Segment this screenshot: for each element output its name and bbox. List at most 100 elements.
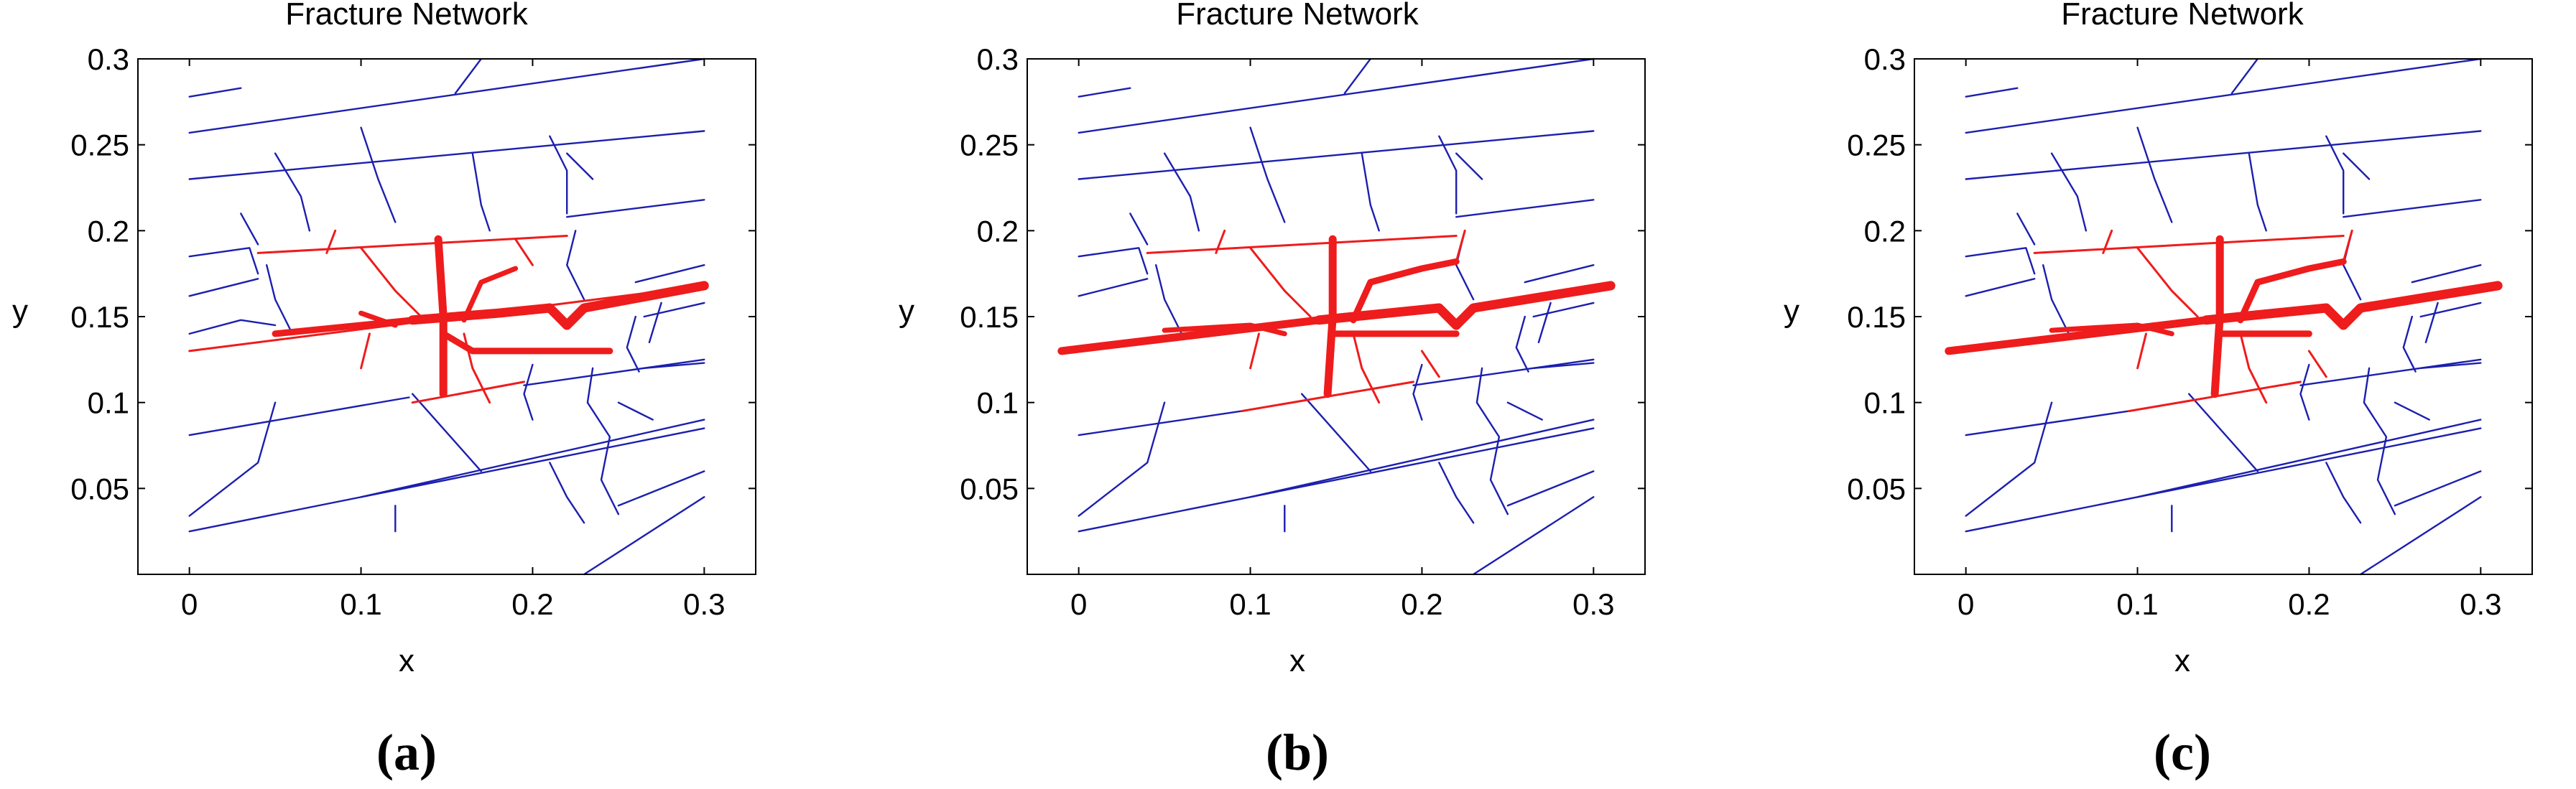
flow-fracture-line [1314, 281, 1616, 330]
fracture-line [566, 152, 594, 180]
fracture-line [454, 57, 482, 95]
fracture-line [1475, 367, 1509, 515]
x-tick-label: 0.1 [2116, 587, 2158, 621]
fracture-line [634, 264, 705, 284]
fracture-line [523, 358, 705, 386]
plot-area: 0 0.1 0.2 0.3 0.05 0.1 0.15 0.2 0.25 0.3 [960, 42, 1646, 621]
flow-fracture-line [2201, 281, 2503, 330]
fracture-line [2359, 496, 2482, 576]
fracture-line [2363, 367, 2396, 515]
x-tick-label: 0.3 [683, 587, 725, 621]
fracture-line [1343, 57, 1372, 95]
fracture-line [266, 264, 294, 335]
caption-letter: b [1283, 724, 1312, 781]
fracture-line [1455, 199, 1595, 218]
flow-fracture-line [358, 310, 398, 328]
y-axis-label: y [1784, 294, 1799, 329]
x-tick-label: 0 [1070, 587, 1087, 621]
fracture-line [2050, 152, 2088, 232]
x-tick-label: 0.2 [511, 587, 553, 621]
flow-fracture-line [2102, 229, 2113, 254]
fracture-line [1537, 302, 1552, 344]
flow-fracture-line [360, 246, 422, 318]
fracture-line [360, 126, 397, 223]
fracture-line [188, 427, 705, 533]
y-tick-label: 0.3 [88, 42, 129, 76]
fracture-line [240, 213, 259, 246]
fracture-line [1506, 470, 1595, 507]
fracture-line [2424, 302, 2439, 344]
x-axis-label: x [1289, 643, 1305, 678]
x-tick-label: 0.2 [1401, 587, 1442, 621]
fracture-line [566, 199, 705, 218]
fracture-line [360, 419, 705, 498]
y-tick-label: 0.25 [70, 129, 129, 162]
y-axis-label: y [12, 294, 28, 329]
flow-fracture-line [1249, 246, 1312, 318]
flow-fracture-line [2239, 332, 2268, 404]
y-tick-label: 0.2 [977, 214, 1019, 248]
fracture-line [188, 278, 259, 297]
flow-fracture-line [2136, 246, 2199, 318]
fracture-line [1506, 401, 1543, 421]
fracture-line [617, 401, 654, 421]
fracture-line [2419, 302, 2482, 318]
fracture-line [2230, 57, 2259, 95]
fracture-line [1078, 87, 1131, 98]
flow-fracture-line [2033, 235, 2345, 254]
flow-fracture-line [514, 238, 534, 266]
fracture-line [2325, 135, 2345, 215]
fracture-line [523, 363, 534, 421]
flow-fracture-line [1215, 229, 1226, 254]
fracture-line [1300, 393, 1372, 472]
fracture-line [188, 87, 242, 98]
fracture-line [1078, 410, 1243, 436]
chart-title: Fracture Network [285, 0, 528, 32]
fracture-line [648, 302, 662, 344]
fracture-line [1532, 302, 1595, 318]
y-tick-label: 0.3 [1864, 42, 1906, 76]
fracture-line [188, 396, 410, 436]
fracture-line [1249, 126, 1286, 223]
fracture-line [1438, 135, 1458, 215]
fracture-line [643, 302, 705, 318]
fracture-line [188, 401, 277, 517]
y-tick-label: 0.15 [960, 300, 1019, 334]
x-axis-label: x [2174, 643, 2190, 678]
y-tick-label: 0.3 [977, 42, 1019, 76]
fracture-line [1965, 57, 2482, 134]
fracture-line [1129, 213, 1149, 246]
fracture-line [1524, 264, 1595, 284]
panel-c: Fracture Network 0 0.1 0.2 0.3 0.05 0.1 0.15 0.… [1784, 0, 2533, 781]
y-tick-label: 0.15 [70, 300, 129, 334]
caption-close-paren: ) [1312, 724, 1329, 781]
fracture-line [274, 152, 311, 232]
fracture-line [2342, 230, 2362, 301]
fracture-line [586, 367, 620, 515]
flow-fracture-line [1350, 258, 1460, 324]
fracture-line [2136, 126, 2173, 223]
panel-caption: (c) [2154, 724, 2211, 781]
fracture-line [2016, 213, 2036, 246]
caption-close-paren: ) [420, 724, 437, 781]
fracture-line [2394, 470, 2482, 507]
x-axis-label: x [399, 643, 414, 678]
y-tick-label: 0.2 [88, 214, 129, 248]
fracture-line [1965, 410, 2130, 436]
chart-title: Fracture Network [1176, 0, 1419, 32]
fracture-line [2299, 358, 2482, 386]
chart-title: Fracture Network [2061, 0, 2304, 32]
fracture-line [2299, 363, 2310, 421]
y-tick-label: 0.2 [1864, 214, 1906, 248]
fracture-line [1965, 427, 2482, 533]
caption-close-paren: ) [2194, 724, 2211, 781]
flow-fracture-line [1323, 235, 1337, 398]
plot-area: 0 0.1 0.2 0.3 0.05 0.1 0.15 0.2 0.25 0.3 [1847, 42, 2533, 621]
flow-fracture-line [1455, 229, 1466, 263]
fracture-line [1078, 247, 1149, 275]
flow-fracture-line [1420, 350, 1440, 378]
flow-fracture-line [2049, 322, 2174, 337]
fracture-line [1438, 462, 1475, 524]
flow-fracture-line [461, 266, 519, 323]
fracture-line [549, 135, 568, 215]
